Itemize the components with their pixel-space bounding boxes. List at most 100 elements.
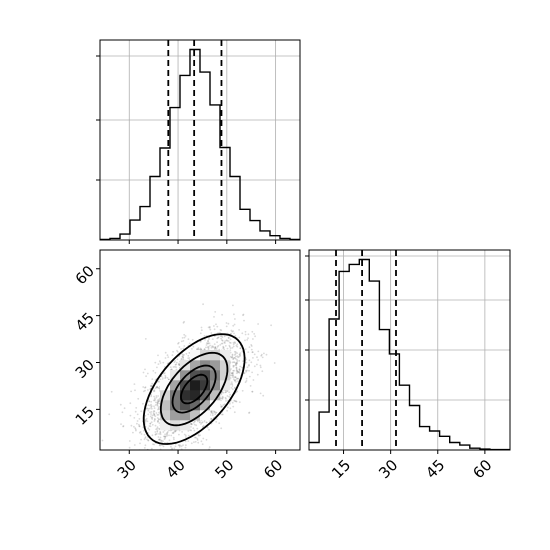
sample-point	[220, 392, 223, 394]
sample-point	[152, 370, 155, 372]
sample-point	[196, 437, 199, 440]
x-tick-label: 50	[211, 456, 237, 482]
sample-point	[150, 417, 153, 419]
sample-point	[259, 392, 262, 395]
sample-point	[157, 413, 160, 416]
sample-point	[246, 339, 249, 341]
sample-point	[228, 391, 231, 394]
sample-point	[158, 438, 160, 441]
sample-point	[180, 454, 182, 456]
sample-point	[248, 375, 251, 378]
sample-point	[200, 423, 202, 425]
sample-point	[243, 372, 245, 375]
sample-point	[248, 369, 250, 372]
sample-point	[119, 403, 122, 406]
sample-point	[110, 390, 113, 393]
sample-point	[259, 364, 262, 367]
density-cell	[220, 360, 231, 371]
x-tick-label: 30	[375, 456, 401, 482]
sample-point	[129, 402, 132, 405]
sample-point	[228, 341, 231, 344]
sample-point	[237, 356, 239, 359]
sample-point	[231, 330, 234, 333]
sample-point	[223, 348, 226, 351]
sample-point	[229, 393, 232, 396]
sample-point	[248, 411, 251, 414]
sample-point	[254, 335, 256, 338]
sample-point	[154, 418, 156, 421]
marginal-x-histogram-panel	[96, 39, 301, 244]
sample-point	[233, 376, 236, 378]
sample-point	[233, 323, 236, 326]
sample-point	[221, 336, 224, 339]
sample-point	[144, 444, 147, 447]
sample-point	[144, 389, 146, 392]
sample-point	[169, 451, 171, 453]
density-cell	[210, 350, 221, 361]
sample-point	[187, 440, 190, 442]
sample-point	[209, 344, 212, 347]
sample-point	[147, 427, 150, 430]
sample-point	[153, 410, 156, 413]
sample-point	[150, 407, 153, 410]
sample-point	[232, 304, 234, 307]
sample-point	[183, 345, 186, 347]
sample-point	[159, 444, 162, 447]
sample-point	[158, 411, 160, 414]
sample-point	[233, 350, 236, 353]
sample-point	[220, 342, 223, 345]
sample-point	[231, 354, 234, 357]
sample-point	[236, 345, 239, 348]
sample-point	[168, 478, 170, 480]
sample-point	[187, 430, 190, 432]
sample-point	[178, 362, 181, 365]
sample-point	[155, 433, 158, 435]
sample-point	[149, 422, 152, 425]
sample-point	[156, 417, 159, 419]
sample-point	[153, 413, 156, 415]
sample-point	[220, 335, 223, 338]
sample-point	[156, 385, 159, 388]
sample-point	[138, 431, 141, 434]
sample-point	[208, 326, 211, 329]
sample-point	[153, 397, 156, 400]
sample-point	[175, 363, 178, 366]
sample-point	[234, 334, 237, 337]
sample-point	[133, 451, 135, 453]
sample-point	[159, 431, 162, 434]
sample-point	[232, 374, 235, 377]
sample-point	[160, 455, 162, 457]
sample-point	[220, 427, 223, 430]
sample-point	[234, 355, 237, 358]
sample-point	[153, 458, 155, 460]
sample-point	[156, 366, 158, 369]
sample-point	[191, 348, 193, 350]
sample-point	[160, 439, 163, 442]
marginal-x-background	[100, 40, 300, 240]
sample-point	[181, 355, 184, 358]
sample-point	[129, 414, 132, 417]
sample-point	[241, 332, 244, 335]
sample-point	[238, 371, 240, 373]
sample-point	[184, 446, 187, 449]
sample-point	[182, 444, 184, 446]
sample-point	[152, 461, 154, 463]
density-cell	[220, 370, 231, 381]
sample-point	[150, 447, 153, 450]
sample-point	[157, 421, 159, 423]
sample-point	[190, 422, 193, 425]
sample-point	[248, 364, 250, 366]
sample-point	[196, 439, 199, 441]
sample-point	[168, 454, 170, 456]
sample-point	[232, 357, 235, 360]
sample-point	[233, 379, 236, 382]
sample-point	[154, 431, 157, 433]
contour-level-2	[159, 351, 229, 427]
sample-point	[243, 372, 246, 374]
sample-point	[160, 440, 163, 442]
density-cell	[180, 390, 191, 401]
sample-point	[235, 377, 238, 380]
sample-point	[243, 319, 245, 322]
sample-point	[228, 395, 231, 398]
sample-point	[200, 440, 203, 443]
